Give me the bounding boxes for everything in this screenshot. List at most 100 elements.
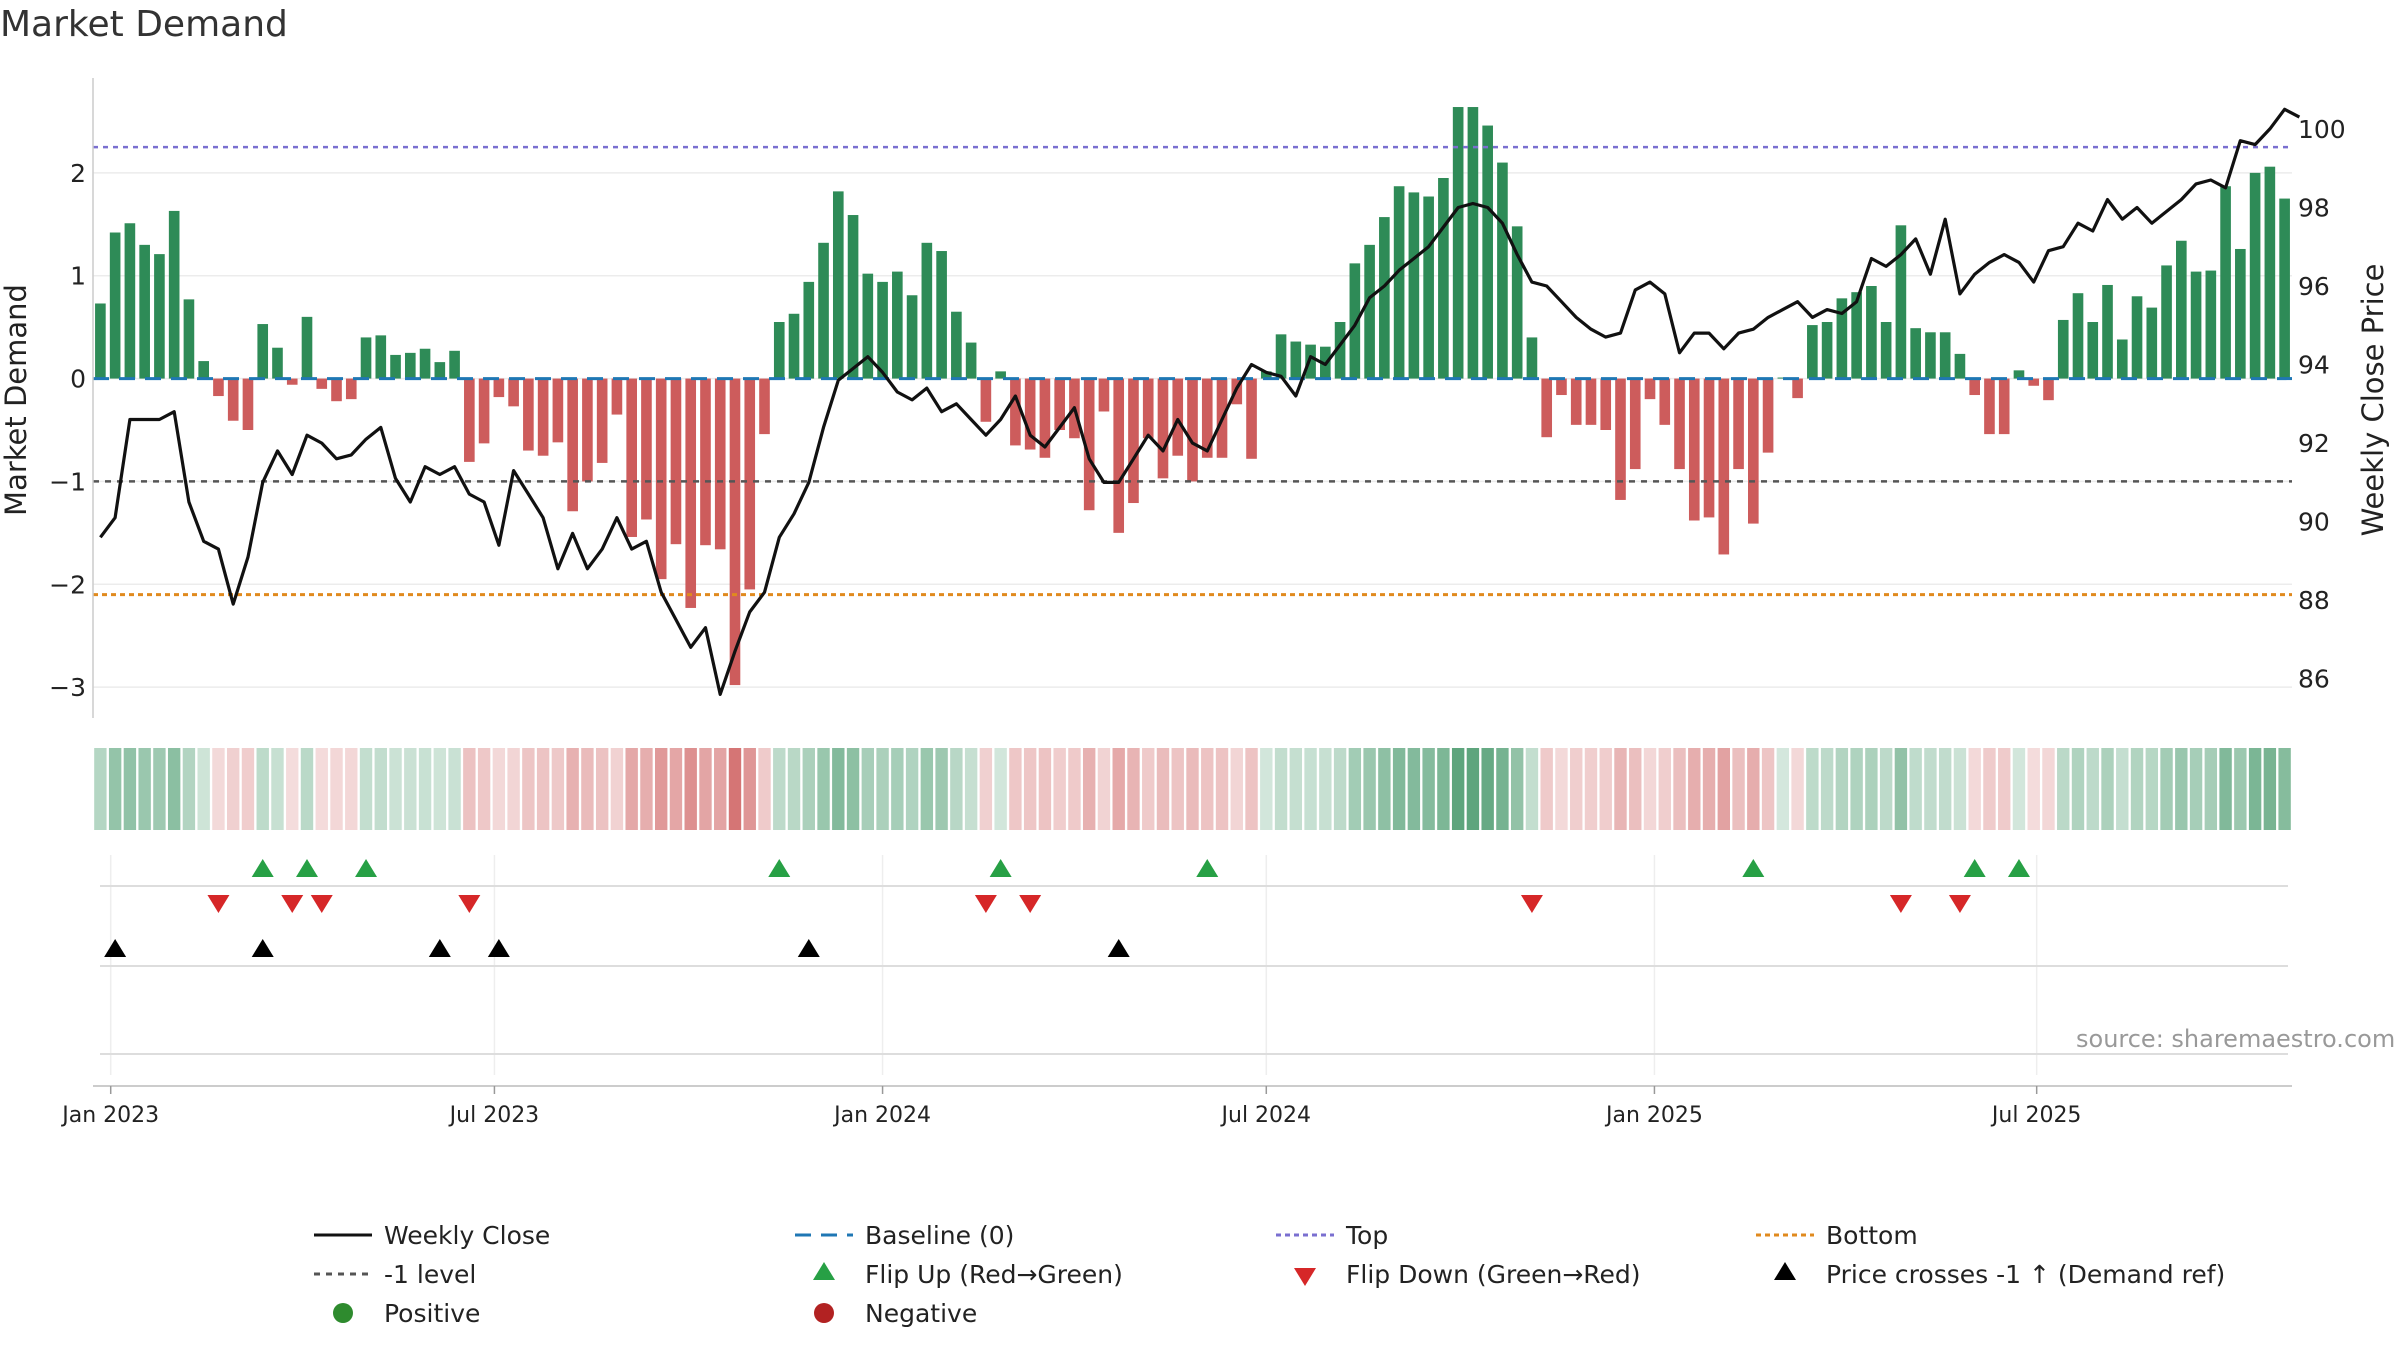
- heat-cell: [2263, 748, 2277, 830]
- demand-bar: [803, 281, 815, 379]
- demand-bar: [729, 378, 741, 686]
- flip-up-marker: [1742, 859, 1765, 877]
- demand-bar: [1275, 334, 1287, 379]
- heat-cell: [891, 748, 904, 830]
- heat-cell: [271, 748, 284, 830]
- y-tick-label: 2: [70, 159, 86, 188]
- heat-cell: [1584, 748, 1598, 830]
- demand-bar: [714, 378, 726, 550]
- demand-bar: [2175, 240, 2187, 379]
- y2-axis-label: Weekly Close Price: [2356, 264, 2390, 537]
- heat-cell: [1555, 748, 1568, 830]
- demand-bar: [1172, 378, 1184, 456]
- demand-bar: [1349, 263, 1361, 379]
- demand-bar: [95, 303, 106, 379]
- demand-bar: [1777, 377, 1789, 379]
- demand-bar: [582, 378, 593, 482]
- heat-cell: [1688, 748, 1701, 830]
- heat-cell: [2042, 748, 2055, 830]
- demand-bar: [1880, 322, 1892, 379]
- demand-bar: [419, 348, 431, 379]
- legend-item: Top: [1276, 1221, 1388, 1250]
- demand-bar: [759, 378, 770, 435]
- heat-cell: [787, 748, 801, 830]
- heat-cell: [1274, 748, 1288, 830]
- demand-bar: [1954, 353, 1966, 379]
- demand-bar: [1482, 125, 1493, 379]
- heat-cell: [1525, 748, 1539, 830]
- demand-bar: [449, 350, 460, 379]
- demand-bar: [1187, 378, 1198, 482]
- heat-cell: [950, 748, 963, 830]
- y2-tick-label: 88: [2298, 586, 2330, 615]
- heat-cell: [507, 748, 520, 830]
- heat-cell: [2101, 748, 2114, 830]
- flip-up-marker: [2007, 859, 2030, 877]
- heat-cell: [1023, 748, 1037, 830]
- legend-item: Negative: [814, 1299, 977, 1328]
- demand-bar: [2057, 319, 2069, 379]
- heat-cell: [1909, 748, 1922, 830]
- legend-label: Negative: [865, 1299, 977, 1328]
- demand-bar: [1851, 292, 1862, 379]
- heat-cell: [300, 748, 314, 830]
- heat-cell: [1894, 748, 1908, 830]
- demand-bar: [1010, 378, 1021, 446]
- demand-bar: [1128, 378, 1139, 504]
- heat-cell: [1510, 748, 1524, 830]
- demand-bar: [1688, 378, 1700, 521]
- demand-bar: [1925, 332, 1936, 379]
- demand-bar: [1659, 378, 1671, 425]
- heat-cell: [846, 748, 860, 830]
- heat-cell: [640, 748, 653, 830]
- demand-bar: [2028, 378, 2040, 386]
- legend: Weekly Close Baseline (0) Top Bottom -1 leve…: [314, 1221, 2225, 1328]
- x-tick-label: Jul 2023: [448, 1103, 540, 1128]
- heat-cell: [1082, 748, 1096, 830]
- flip-up-marker: [355, 859, 378, 877]
- y-tick-label: 1: [70, 262, 86, 291]
- heat-cell: [743, 748, 756, 830]
- heat-cell: [2219, 748, 2232, 830]
- demand-bar: [1910, 328, 1921, 379]
- demand-bar: [1467, 107, 1479, 379]
- heat-cell: [1215, 748, 1229, 830]
- demand-bar: [1556, 378, 1567, 396]
- flip-down-marker: [458, 895, 481, 913]
- demand-bar: [2072, 293, 2084, 379]
- legend-label: Flip Down (Green→Red): [1346, 1260, 1641, 1289]
- heat-cell: [448, 748, 461, 830]
- heat-cell: [433, 748, 447, 830]
- demand-bar: [2043, 378, 2054, 401]
- heat-cell: [1451, 748, 1465, 830]
- y2-tick-label: 94: [2298, 351, 2330, 380]
- demand-bar: [567, 378, 578, 512]
- flip-down-marker: [1889, 895, 1912, 913]
- heat-cell: [1378, 748, 1391, 830]
- heat-cell: [477, 748, 491, 830]
- demand-bar: [1866, 286, 1877, 379]
- demand-bar: [331, 378, 342, 402]
- demand-bar: [139, 244, 150, 379]
- axes: 2 1 0 −1 −2 −3 86 88 90 92 94 96 98 100 Market Demand W…: [0, 78, 2390, 718]
- x-axis: Jan 2023 Jul 2023 Jan 2024 Jul 2024 Jan 2025…: [60, 1085, 2292, 1128]
- demand-bar: [980, 378, 992, 422]
- demand-bar: [434, 362, 446, 379]
- demand-bar: [1969, 378, 1981, 396]
- heat-cell: [522, 748, 535, 830]
- demand-bar: [596, 378, 608, 463]
- heat-cell: [227, 748, 240, 830]
- heat-cell: [2071, 748, 2085, 830]
- demand-bar: [1423, 196, 1434, 379]
- demand-bar: [1644, 378, 1656, 400]
- y2-tick-label: 90: [2298, 508, 2330, 537]
- heat-cell: [123, 748, 137, 830]
- demand-bar: [670, 378, 682, 545]
- cross-up-marker: [428, 939, 451, 957]
- heat-cell: [492, 748, 506, 830]
- demand-bar: [1984, 378, 1995, 435]
- demand-bar: [1526, 337, 1538, 379]
- y2-tick-label: 98: [2298, 193, 2330, 222]
- heat-cell: [566, 748, 579, 830]
- heat-cell: [1806, 748, 1819, 830]
